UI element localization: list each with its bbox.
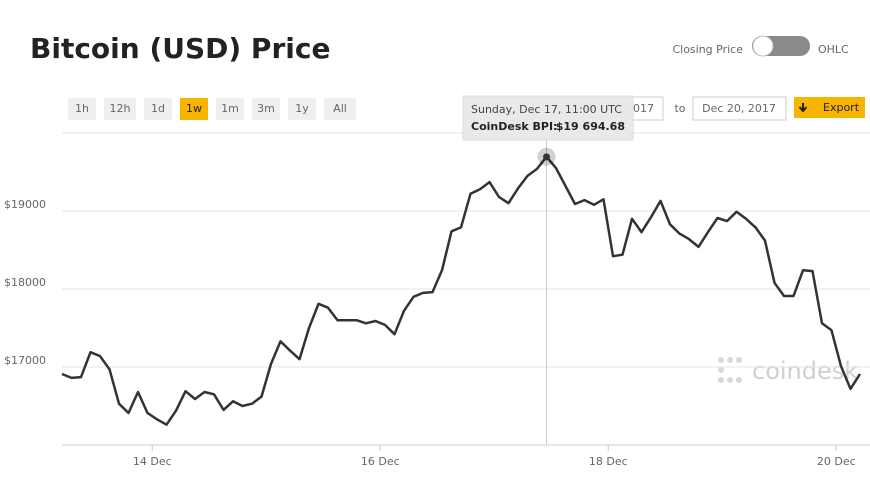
- toggle-knob[interactable]: [752, 35, 774, 57]
- to-label: to: [674, 102, 685, 115]
- range-label[interactable]: 1h: [75, 102, 89, 115]
- range-label[interactable]: 1m: [221, 102, 239, 115]
- page-title: Bitcoin (USD) Price: [30, 32, 330, 65]
- range-label[interactable]: 3m: [257, 102, 275, 115]
- range-label[interactable]: 1w: [186, 102, 202, 115]
- toggle-left-label[interactable]: Closing Price: [672, 43, 743, 56]
- x-tick-label: 14 Dec: [133, 455, 172, 468]
- price-line: [61, 155, 862, 426]
- to-date[interactable]: Dec 20, 2017: [702, 102, 776, 115]
- range-label[interactable]: All: [333, 102, 347, 115]
- range-button[interactable]: [104, 98, 136, 120]
- range-button[interactable]: [324, 98, 356, 120]
- y-tick-label: $19000: [4, 198, 46, 211]
- hover-point: [543, 153, 550, 161]
- tooltip-value: $19 694.68: [556, 120, 625, 133]
- range-button[interactable]: [288, 98, 316, 120]
- range-label[interactable]: 1d: [151, 102, 165, 115]
- x-tick-label: 18 Dec: [589, 455, 628, 468]
- watermark-logo: [718, 357, 742, 383]
- range-button[interactable]: [180, 98, 208, 120]
- export-icon: [798, 103, 808, 113]
- y-tick-label: $18000: [4, 276, 46, 289]
- export-label[interactable]: Export: [823, 101, 860, 114]
- range-button[interactable]: [252, 98, 280, 120]
- tooltip-label: CoinDesk BPI:: [471, 120, 557, 133]
- range-button[interactable]: [68, 98, 96, 120]
- tooltip-date: Sunday, Dec 17, 11:00 UTC: [471, 103, 622, 116]
- export-button[interactable]: [794, 97, 865, 118]
- x-tick-label: 20 Dec: [817, 455, 856, 468]
- range-label[interactable]: 12h: [110, 102, 131, 115]
- range-label[interactable]: 1y: [295, 102, 309, 115]
- toggle-right-label[interactable]: OHLC: [818, 43, 849, 56]
- x-tick-label: 16 Dec: [361, 455, 400, 468]
- range-button[interactable]: [216, 98, 244, 120]
- tooltip-box: [462, 95, 634, 141]
- range-button[interactable]: [144, 98, 172, 120]
- to-input[interactable]: [692, 96, 787, 121]
- y-tick-label: $17000: [4, 354, 46, 367]
